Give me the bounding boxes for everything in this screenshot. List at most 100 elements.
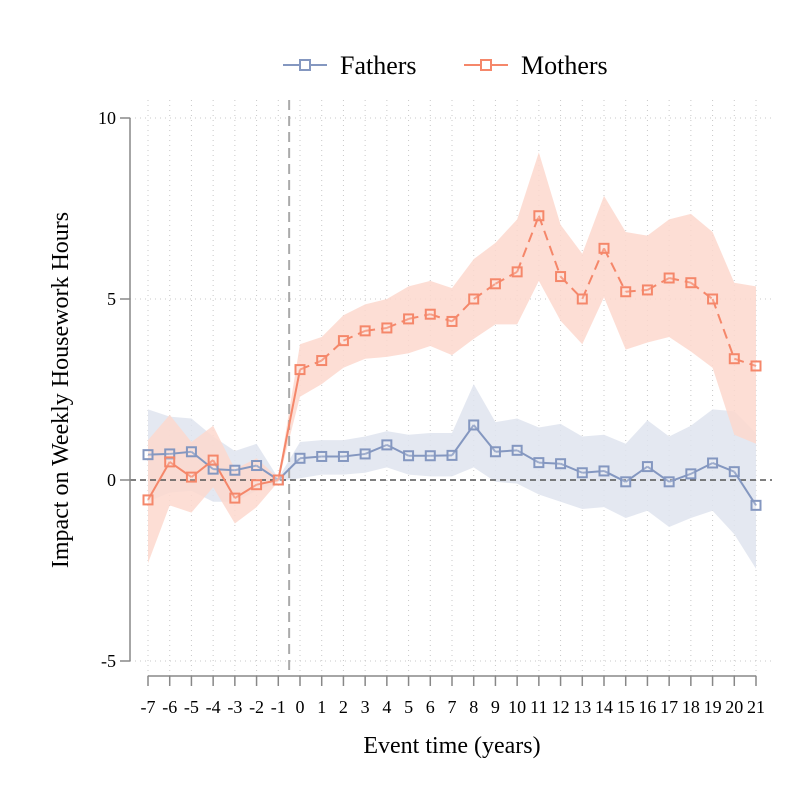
data-point-fathers-3 xyxy=(207,463,219,475)
x-tick-label-20: 13 xyxy=(573,697,591,717)
reference-lines xyxy=(130,100,772,676)
legend-swatch-marker-fathers xyxy=(299,59,311,71)
x-tick-label-13: 6 xyxy=(426,697,435,717)
data-point-fathers-28 xyxy=(750,499,762,511)
data-point-fathers-26 xyxy=(707,457,719,469)
data-point-mothers-2 xyxy=(185,471,197,483)
y-axis-title: Impact on Weekly Housework Hours xyxy=(48,212,74,568)
data-point-fathers-15 xyxy=(468,419,480,431)
line-segment-fathers-28 xyxy=(733,471,757,506)
data-point-fathers-24 xyxy=(663,476,675,488)
data-point-mothers-1 xyxy=(164,456,176,468)
confidence-bands xyxy=(148,152,756,569)
x-tick-label-18: 11 xyxy=(530,697,547,717)
x-tick-label-6: -1 xyxy=(271,697,286,717)
series-markers xyxy=(142,210,762,511)
x-tick-label-2: -5 xyxy=(184,697,199,717)
data-point-fathers-4 xyxy=(229,464,241,476)
data-point-fathers-21 xyxy=(598,465,610,477)
x-tick-label-17: 10 xyxy=(508,697,526,717)
data-point-fathers-17 xyxy=(511,444,523,456)
line-segment-mothers-1 xyxy=(147,461,171,501)
data-point-mothers-13 xyxy=(424,308,436,320)
x-tick-label-10: 3 xyxy=(361,697,370,717)
x-tick-label-24: 17 xyxy=(660,697,678,717)
line-segment-mothers-21 xyxy=(581,247,605,300)
data-point-mothers-9 xyxy=(337,335,349,347)
x-tick-label-15: 8 xyxy=(469,697,478,717)
data-point-mothers-11 xyxy=(381,322,393,334)
x-tick-label-5: -2 xyxy=(249,697,264,717)
legend-swatch-marker-mothers xyxy=(480,59,492,71)
x-tick-label-26: 19 xyxy=(704,697,722,717)
data-point-fathers-12 xyxy=(403,450,415,462)
line-segment-mothers-22 xyxy=(603,247,627,293)
data-point-fathers-7 xyxy=(294,452,306,464)
y-tick-label-3: 10 xyxy=(98,108,116,128)
data-point-mothers-18 xyxy=(533,210,545,222)
legend-item-fathers: Fathers xyxy=(283,51,417,80)
data-point-mothers-14 xyxy=(446,315,458,327)
data-point-mothers-21 xyxy=(598,242,610,254)
grid-lines xyxy=(130,100,772,676)
data-point-mothers-24 xyxy=(663,272,675,284)
legend-label-fathers: Fathers xyxy=(340,51,417,80)
x-tick-label-8: 1 xyxy=(317,697,326,717)
data-point-mothers-7 xyxy=(294,364,306,376)
data-point-mothers-6 xyxy=(272,474,284,486)
data-point-mothers-23 xyxy=(641,284,653,296)
line-segment-mothers-18 xyxy=(516,215,540,273)
data-point-fathers-5 xyxy=(251,460,263,472)
data-point-fathers-1 xyxy=(164,448,176,460)
data-point-mothers-28 xyxy=(750,360,762,372)
x-tick-label-0: -7 xyxy=(141,697,156,717)
data-point-fathers-10 xyxy=(359,448,371,460)
data-point-mothers-27 xyxy=(728,353,740,365)
x-tick-label-19: 12 xyxy=(552,697,570,717)
data-point-mothers-10 xyxy=(359,325,371,337)
x-tick-label-4: -3 xyxy=(227,697,242,717)
y-tick-label-0: -5 xyxy=(101,651,116,671)
x-tick-label-23: 16 xyxy=(638,697,656,717)
data-point-mothers-19 xyxy=(555,271,567,283)
x-tick-label-1: -6 xyxy=(162,697,177,717)
y-tick-label-1: 0 xyxy=(107,470,116,490)
ci-band-fathers xyxy=(148,384,756,569)
data-point-mothers-15 xyxy=(468,293,480,305)
x-tick-label-14: 7 xyxy=(448,697,457,717)
data-point-fathers-23 xyxy=(641,461,653,473)
data-point-mothers-20 xyxy=(576,293,588,305)
data-point-fathers-13 xyxy=(424,450,436,462)
data-point-fathers-16 xyxy=(489,446,501,458)
x-tick-label-12: 5 xyxy=(404,697,413,717)
data-point-fathers-2 xyxy=(185,446,197,458)
data-point-mothers-26 xyxy=(707,293,719,305)
data-point-mothers-22 xyxy=(620,286,632,298)
data-point-fathers-9 xyxy=(337,450,349,462)
legend-item-mothers: Mothers xyxy=(464,51,608,80)
data-point-mothers-4 xyxy=(229,492,241,504)
x-tick-label-16: 9 xyxy=(491,697,500,717)
x-tick-label-27: 20 xyxy=(725,697,743,717)
data-point-mothers-16 xyxy=(489,278,501,290)
data-point-fathers-22 xyxy=(620,476,632,488)
data-point-fathers-0 xyxy=(142,449,154,461)
data-point-fathers-11 xyxy=(381,439,393,451)
line-segment-mothers-7 xyxy=(277,369,301,481)
x-tick-label-7: 0 xyxy=(296,697,305,717)
data-point-mothers-25 xyxy=(685,277,697,289)
data-point-fathers-19 xyxy=(555,458,567,470)
x-tick-label-21: 14 xyxy=(595,697,613,717)
legend: Fathers Mothers xyxy=(283,51,608,80)
data-point-fathers-8 xyxy=(316,450,328,462)
data-point-fathers-20 xyxy=(576,467,588,479)
x-tick-label-3: -4 xyxy=(206,697,221,717)
data-point-fathers-27 xyxy=(728,466,740,478)
data-point-mothers-0 xyxy=(142,494,154,506)
data-point-mothers-5 xyxy=(251,479,263,491)
legend-label-mothers: Mothers xyxy=(521,51,608,80)
data-point-fathers-14 xyxy=(446,449,458,461)
data-point-mothers-3 xyxy=(207,454,219,466)
y-tick-label-2: 5 xyxy=(107,289,116,309)
data-point-mothers-17 xyxy=(511,266,523,278)
